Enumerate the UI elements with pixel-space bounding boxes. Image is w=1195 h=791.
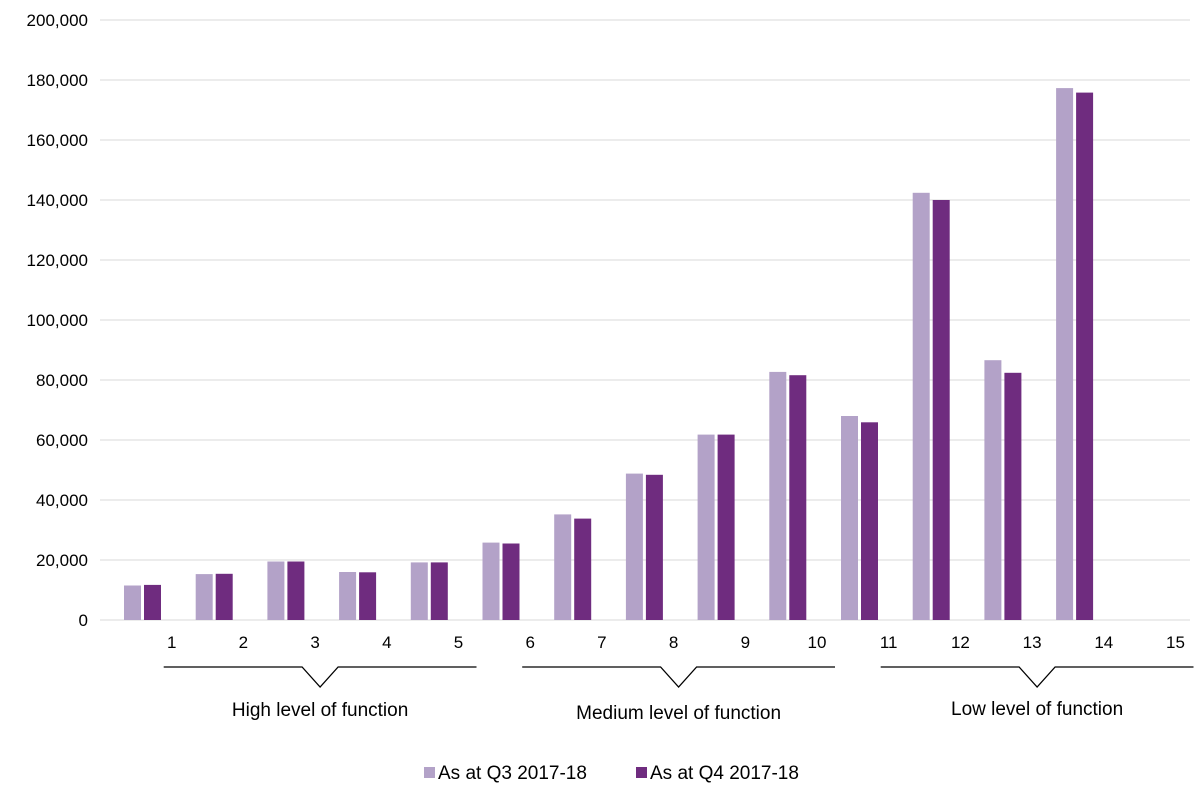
y-tick-label: 160,000	[27, 131, 88, 150]
y-tick-label: 80,000	[36, 371, 88, 390]
x-tick-label: 10	[808, 633, 827, 652]
y-tick-label: 60,000	[36, 431, 88, 450]
bar-series-1-category-4	[339, 572, 357, 620]
x-tick-label: 11	[880, 633, 898, 652]
y-tick-label: 120,000	[27, 251, 88, 270]
x-tick-label: 13	[1023, 633, 1042, 652]
bar-series-2-category-12	[932, 200, 950, 620]
bars	[124, 88, 1094, 621]
y-tick-label: 100,000	[27, 311, 88, 330]
bar-series-1-category-6	[482, 542, 500, 620]
x-tick-label: 12	[951, 633, 970, 652]
y-tick-label: 0	[79, 611, 88, 630]
bar-series-1-category-9	[697, 434, 715, 620]
x-tick-label: 2	[239, 633, 248, 652]
bar-series-2-category-4	[359, 572, 377, 620]
group-bracket	[522, 666, 835, 688]
legend: As at Q3 2017-18 As at Q4 2017-18	[424, 763, 799, 784]
bar-series-2-category-5	[430, 562, 448, 620]
bar-series-2-category-2	[215, 573, 233, 620]
bar-series-1-category-1	[124, 585, 141, 620]
y-tick-label: 200,000	[27, 11, 88, 30]
x-tick-label: 15	[1166, 633, 1185, 652]
bar-series-1-category-2	[195, 574, 213, 620]
bar-series-2-category-8	[645, 474, 663, 620]
x-axis-ticks: 1 2 3 4 5 6 7 8 9 10 11 12 13 14 15	[167, 633, 1185, 652]
group-label: Medium level of function	[576, 703, 781, 724]
group-bracket	[163, 666, 477, 688]
x-tick-label: 8	[669, 633, 678, 652]
bar-series-1-category-13	[984, 360, 1002, 620]
bar-series-1-category-7	[554, 514, 572, 620]
group-brackets: High level of function Medium level of fu…	[163, 666, 1194, 724]
bar-series-1-category-12	[912, 192, 930, 621]
y-axis-ticks: 0 20,000 40,000 60,000 80,000 100,000 120,000 1…	[27, 11, 88, 630]
bar-series-2-category-6	[502, 543, 520, 620]
legend-label: As at Q3 2017-18	[438, 763, 587, 784]
gridlines	[100, 19, 1190, 621]
y-tick-label: 180,000	[27, 71, 88, 90]
legend-swatch	[636, 767, 647, 778]
bar-series-1-category-10	[769, 371, 787, 620]
x-tick-label: 5	[454, 633, 463, 652]
bar-series-2-category-7	[574, 518, 592, 620]
group-label: High level of function	[232, 700, 408, 721]
bar-series-2-category-3	[287, 561, 305, 620]
bar-series-1-category-8	[625, 473, 643, 620]
legend-label: As at Q4 2017-18	[650, 763, 799, 784]
bar-series-2-category-1	[144, 584, 161, 620]
x-tick-label: 7	[597, 633, 606, 652]
bar-series-1-category-3	[267, 561, 285, 620]
bar-series-1-category-14	[1056, 88, 1074, 621]
y-tick-label: 40,000	[36, 491, 88, 510]
bar-series-2-category-13	[1004, 372, 1022, 620]
legend-swatch	[424, 767, 435, 778]
x-tick-label: 9	[741, 633, 750, 652]
group-label: Low level of function	[951, 699, 1123, 720]
bar-series-1-category-11	[841, 416, 858, 620]
bar-series-2-category-9	[717, 434, 735, 620]
bar-series-2-category-10	[789, 375, 807, 620]
group-bracket	[880, 666, 1194, 688]
y-tick-label: 140,000	[27, 191, 88, 210]
bar-series-2-category-11	[861, 422, 878, 620]
x-tick-label: 1	[167, 633, 176, 652]
x-tick-label: 3	[310, 633, 319, 652]
y-tick-label: 20,000	[36, 551, 88, 570]
x-tick-label: 14	[1094, 633, 1113, 652]
bar-series-1-category-5	[410, 562, 428, 620]
x-tick-label: 6	[525, 633, 534, 652]
bar-series-2-category-14	[1076, 92, 1094, 621]
x-tick-label: 4	[382, 633, 391, 652]
